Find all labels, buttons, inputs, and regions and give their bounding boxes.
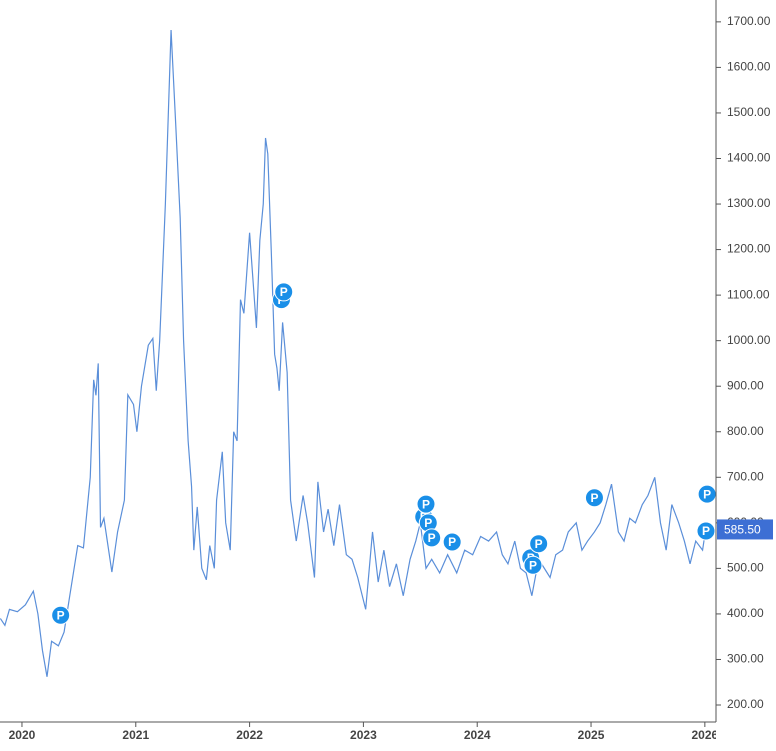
- x-tick-label: 2021: [122, 728, 149, 742]
- y-tick-label: 900.00: [727, 378, 764, 392]
- last-price-label: 585.50: [724, 523, 761, 537]
- y-tick-label: 700.00: [727, 469, 764, 483]
- event-marker-label: P: [424, 516, 432, 530]
- event-marker-label: P: [280, 285, 288, 299]
- event-marker-label: P: [702, 524, 710, 538]
- event-marker: [416, 494, 436, 514]
- price-line: [0, 30, 711, 677]
- y-tick-label: 500.00: [727, 561, 764, 575]
- y-tick-label: 800.00: [727, 424, 764, 438]
- y-tick-label: 300.00: [727, 652, 764, 666]
- event-marker: [523, 555, 543, 575]
- event-marker: [51, 605, 71, 625]
- y-tick-label: 1500.00: [727, 105, 771, 119]
- event-marker-label: P: [703, 487, 711, 501]
- event-marker: [584, 488, 604, 508]
- y-tick-label: 1300.00: [727, 196, 771, 210]
- event-marker: [422, 528, 442, 548]
- event-marker: [696, 521, 716, 541]
- x-tick-label: 2022: [236, 728, 263, 742]
- y-tick-label: 1200.00: [727, 242, 771, 256]
- event-marker: [274, 282, 294, 302]
- x-tick-label: 2025: [578, 728, 605, 742]
- y-tick-label: 1700.00: [727, 14, 771, 28]
- y-tick-label: 1000.00: [727, 333, 771, 347]
- x-tick-label: 2024: [464, 728, 491, 742]
- event-marker-label: P: [57, 608, 65, 622]
- x-tick-label: 2023: [350, 728, 377, 742]
- event-marker: [529, 534, 549, 554]
- x-tick-label: 2026: [691, 728, 718, 742]
- x-tick-label: 2020: [9, 728, 36, 742]
- event-marker: [442, 532, 462, 552]
- y-tick-label: 400.00: [727, 606, 764, 620]
- event-marker-label: P: [448, 535, 456, 549]
- event-marker-label: P: [422, 497, 430, 511]
- y-tick-label: 1100.00: [727, 287, 770, 301]
- y-tick-label: 1400.00: [727, 151, 771, 165]
- event-marker-label: P: [428, 531, 436, 545]
- event-marker: [697, 484, 716, 504]
- y-tick-label: 200.00: [727, 697, 764, 711]
- event-marker-label: P: [529, 558, 537, 572]
- event-marker-label: P: [535, 537, 543, 551]
- event-marker-label: P: [590, 491, 598, 505]
- plot-area: 2020202120222023202420252026PPPPPPPPPPPP…: [0, 30, 718, 742]
- last-price-tag: [717, 519, 773, 540]
- y-tick-label: 1600.00: [727, 60, 771, 74]
